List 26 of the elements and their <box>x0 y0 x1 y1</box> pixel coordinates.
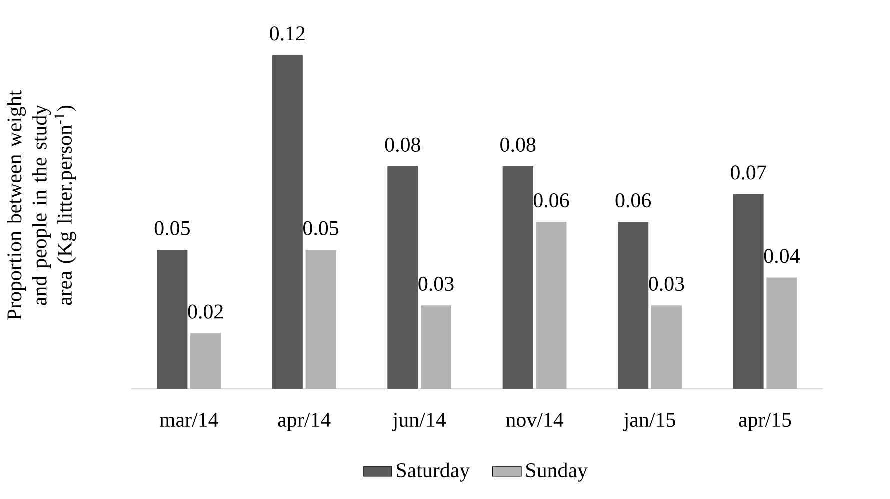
legend-label: Sunday <box>526 462 588 482</box>
data-label: 0.03 <box>649 277 684 292</box>
data-label: 0.07 <box>731 166 766 180</box>
data-label: 0.04 <box>764 249 800 264</box>
data-label: 0.08 <box>385 138 420 152</box>
x-tick-label: nov/14 <box>506 413 564 428</box>
data-label: 0.08 <box>500 138 536 152</box>
bar <box>618 222 649 390</box>
x-tick-label: apr/15 <box>739 413 792 432</box>
data-label: 0.02 <box>188 304 224 320</box>
bar <box>272 55 303 390</box>
x-tick-label: jan/15 <box>623 413 676 432</box>
bar <box>157 250 188 390</box>
x-tick-label: jun/14 <box>392 413 446 432</box>
data-label: 0.05 <box>154 221 190 236</box>
x-tick-label: mar/14 <box>160 413 218 428</box>
x-tick-label: apr/14 <box>278 413 331 432</box>
bar <box>733 194 764 390</box>
bar <box>388 166 418 390</box>
data-label: 0.12 <box>270 26 305 41</box>
data-label: 0.05 <box>304 221 339 236</box>
data-label: 0.06 <box>616 194 652 208</box>
legend-label: Saturday <box>397 462 470 482</box>
data-label: 0.03 <box>418 277 454 292</box>
bar <box>502 166 534 390</box>
data-label: 0.06 <box>534 194 570 208</box>
